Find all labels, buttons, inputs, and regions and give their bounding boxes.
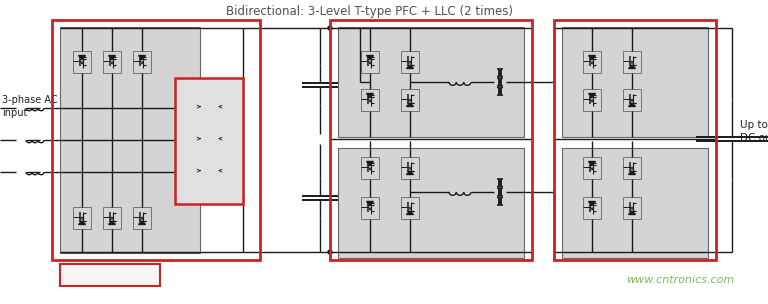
Polygon shape — [108, 56, 115, 59]
Polygon shape — [138, 56, 145, 59]
Bar — [60, 27, 200, 253]
Bar — [194, 134, 209, 146]
Bar — [401, 51, 419, 73]
Circle shape — [328, 250, 332, 254]
Polygon shape — [588, 202, 595, 205]
Polygon shape — [628, 65, 635, 68]
Bar — [623, 89, 641, 111]
Bar — [401, 89, 419, 111]
Bar — [361, 89, 379, 111]
Polygon shape — [366, 94, 373, 97]
Bar — [623, 51, 641, 73]
Polygon shape — [78, 56, 85, 59]
Bar — [623, 157, 641, 179]
Text: SiC MOSFET: SiC MOSFET — [78, 270, 141, 280]
Bar — [583, 197, 601, 219]
Polygon shape — [406, 65, 413, 68]
Bar — [73, 51, 91, 73]
Bar — [103, 51, 121, 73]
Text: DC output: DC output — [740, 133, 768, 143]
Polygon shape — [628, 103, 635, 106]
Polygon shape — [78, 221, 85, 224]
Bar — [338, 27, 524, 137]
Polygon shape — [588, 56, 595, 59]
Bar — [401, 157, 419, 179]
Bar — [361, 197, 379, 219]
Text: input: input — [2, 108, 28, 118]
Polygon shape — [406, 103, 413, 106]
Polygon shape — [366, 161, 373, 165]
Bar — [133, 207, 151, 229]
Bar — [338, 148, 524, 258]
Polygon shape — [138, 221, 145, 224]
Bar — [583, 89, 601, 111]
Bar — [330, 20, 532, 260]
Bar — [73, 207, 91, 229]
Bar — [175, 78, 243, 204]
Bar — [194, 102, 209, 114]
Polygon shape — [406, 211, 413, 215]
Polygon shape — [628, 211, 635, 215]
Text: Bidirectional: 3-Level T-type PFC + LLC (2 times): Bidirectional: 3-Level T-type PFC + LLC … — [227, 5, 514, 18]
Text: Up to 1000 V: Up to 1000 V — [740, 120, 768, 130]
Bar — [194, 166, 209, 178]
Bar — [401, 197, 419, 219]
Polygon shape — [588, 94, 595, 97]
Polygon shape — [628, 171, 635, 174]
Text: 3-phase AC: 3-phase AC — [2, 95, 58, 105]
Polygon shape — [366, 56, 373, 59]
Bar — [211, 134, 225, 146]
Bar — [211, 102, 225, 114]
Polygon shape — [588, 161, 595, 165]
Bar — [562, 148, 708, 258]
Bar — [583, 157, 601, 179]
Bar — [211, 166, 225, 178]
Bar — [133, 51, 151, 73]
Polygon shape — [406, 171, 413, 174]
Bar — [60, 264, 160, 286]
Bar — [562, 27, 708, 137]
Circle shape — [328, 26, 332, 30]
Polygon shape — [108, 221, 115, 224]
Bar — [554, 20, 716, 260]
Bar — [583, 51, 601, 73]
Bar — [361, 157, 379, 179]
Polygon shape — [366, 202, 373, 205]
Bar — [361, 51, 379, 73]
Bar — [623, 197, 641, 219]
Bar — [103, 207, 121, 229]
Bar — [52, 20, 260, 260]
Text: www.cntronics.com: www.cntronics.com — [626, 275, 734, 285]
